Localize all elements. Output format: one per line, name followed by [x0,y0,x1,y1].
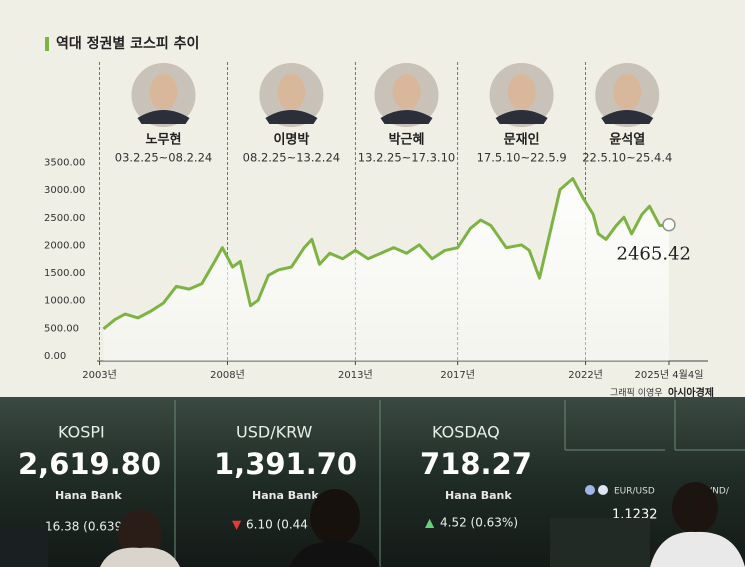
kospi-line [102,177,670,331]
portrait-suit [265,110,318,124]
president-name: 이명박 [273,132,309,148]
y-tick-label: 1500.00 [44,268,85,279]
president-term: 17.5.10~22.5.9 [477,151,567,165]
bank-logo: Hana Bank [252,489,319,502]
flag-icon [598,485,608,495]
y-tick-label: 0.00 [44,351,66,362]
president-term: 22.5.10~25.4.4 [582,151,672,165]
board-arrow: ▲ [425,516,435,530]
y-tick-label: 1000.00 [44,296,85,307]
portrait-suit [601,110,654,124]
y-tick-label: 500.00 [44,323,79,334]
value-label: 2465.42 [617,244,691,265]
x-tick-label: 2022년 [568,369,603,381]
board-panels [174,400,745,567]
board-name: USD/KRW [236,423,313,442]
president-term: 13.2.25~17.3.10 [358,151,455,165]
president-term: 08.2.25~13.2.24 [243,151,340,165]
board-arrow: ▼ [232,518,242,532]
end-marker [662,217,676,232]
credit: 그래픽 이영우 [610,388,663,399]
portrait-face [507,74,536,110]
bank-logo: Hana Bank [55,489,122,502]
portrait-face [277,74,306,110]
president-name: 윤석열 [609,132,645,148]
x-tick-label: 2025년 4월4일 [634,369,703,381]
source: 아시아경제 [668,386,714,399]
plot: 0.00 500.00 1000.00 1500.00 2000.00 2500.00 30… [44,61,708,381]
board-change: 16.38 (0.639 [45,520,122,534]
bank-logo: Hana Bank [445,489,512,502]
president-name: 박근혜 [389,132,425,148]
x-tick-label: 2003년 [82,369,117,381]
x-tick-label: 2008년 [210,369,245,381]
side-name: EUR/USD [614,487,655,497]
portrait-suit [137,110,190,124]
y-tick-label: 3000.00 [44,185,85,196]
portrait-suit [380,110,433,124]
y-tick-label: 2500.00 [44,213,85,224]
people-silhouettes [0,482,745,567]
title-bar [45,37,49,51]
portrait-face [613,74,642,110]
line-area [103,178,669,361]
president-name: 문재인 [504,132,540,148]
portrait-face [149,74,178,110]
board-change: 6.10 (0.44 [246,518,308,532]
president-name: 노무현 [146,132,182,148]
board-value: 718.27 [420,447,532,481]
flag-icon [585,485,595,495]
board-value: 1,391.70 [214,447,357,481]
board-change: 4.52 (0.63%) [440,516,518,530]
portrait-suit [495,110,548,124]
portrait-face [392,74,421,110]
chart-title: 역대 정권별 코스피 추이 [56,35,199,52]
x-tick-label: 2017년 [440,369,475,381]
side-name: VND/ [706,487,730,497]
y-tick-label: 2000.00 [44,240,85,251]
board-name: KOSPI [58,423,105,442]
y-tick-label: 3500.00 [44,158,85,169]
president-term: 03.2.25~08.2.24 [115,151,212,165]
board-name: KOSDAQ [432,423,500,442]
x-tick-label: 2013년 [338,369,373,381]
board-value: 2,619.80 [18,447,161,481]
